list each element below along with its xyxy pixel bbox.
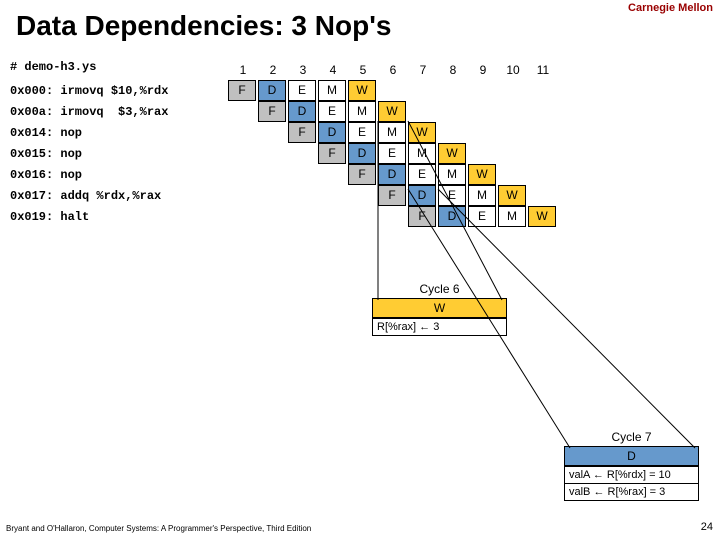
cycle-header: 11 — [528, 60, 558, 80]
stage-M: M — [408, 143, 436, 164]
stage-M: M — [498, 206, 526, 227]
stage-D: D — [258, 80, 286, 101]
instruction-label: 0x017: addq %rdx,%rax — [10, 185, 228, 206]
stage-F: F — [348, 164, 376, 185]
cycle-header: 3 — [288, 60, 318, 80]
stage-D: D — [438, 206, 466, 227]
instruction-label: 0x014: nop — [10, 122, 228, 143]
cycle-header: 10 — [498, 60, 528, 80]
cycle-header: 4 — [318, 60, 348, 80]
stage-F: F — [258, 101, 286, 122]
stage-M: M — [318, 80, 346, 101]
cycle6-label: Cycle 6 — [372, 280, 507, 298]
stage-W: W — [498, 185, 526, 206]
cycle6-stage: W — [372, 298, 507, 318]
stage-W: W — [378, 101, 406, 122]
stage-D: D — [348, 143, 376, 164]
instruction-label: 0x019: halt — [10, 206, 228, 227]
cycle7-detail2: valB ← R[%rax] = 3 — [564, 484, 699, 501]
stage-E: E — [348, 122, 376, 143]
stage-F: F — [318, 143, 346, 164]
demo-header: # demo-h3.ys — [10, 60, 228, 80]
stage-W: W — [528, 206, 556, 227]
stage-F: F — [228, 80, 256, 101]
stage-M: M — [348, 101, 376, 122]
stage-W: W — [468, 164, 496, 185]
stage-D: D — [378, 164, 406, 185]
pipeline-diagram: # demo-h3.ys1234567891011 0x000: irmovq $… — [10, 60, 558, 227]
page-number: 24 — [701, 521, 713, 533]
cycle-header: 1 — [228, 60, 258, 80]
stage-E: E — [378, 143, 406, 164]
stage-E: E — [288, 80, 316, 101]
stage-E: E — [408, 164, 436, 185]
stage-F: F — [288, 122, 316, 143]
stage-F: F — [378, 185, 406, 206]
cycle-header: 8 — [438, 60, 468, 80]
cycle-header: 7 — [408, 60, 438, 80]
stage-M: M — [378, 122, 406, 143]
pipeline-table: # demo-h3.ys1234567891011 0x000: irmovq $… — [10, 60, 558, 227]
stage-E: E — [468, 206, 496, 227]
cycle6-detail: R[%rax] ← 3 — [372, 318, 507, 336]
stage-E: E — [438, 185, 466, 206]
instruction-label: 0x015: nop — [10, 143, 228, 164]
stage-M: M — [468, 185, 496, 206]
instruction-label: 0x016: nop — [10, 164, 228, 185]
stage-W: W — [408, 122, 436, 143]
stage-W: W — [348, 80, 376, 101]
cycle7-callout: Cycle 7 D valA ← R[%rdx] = 10 valB ← R[%… — [564, 428, 699, 501]
cycle-header: 5 — [348, 60, 378, 80]
stage-D: D — [288, 101, 316, 122]
stage-F: F — [408, 206, 436, 227]
page-title: Data Dependencies: 3 Nop's — [16, 10, 391, 42]
cycle7-stage: D — [564, 446, 699, 466]
cycle-header: 9 — [468, 60, 498, 80]
cycle-header: 6 — [378, 60, 408, 80]
cycle6-callout: Cycle 6 W R[%rax] ← 3 — [372, 280, 507, 336]
stage-E: E — [318, 101, 346, 122]
stage-D: D — [408, 185, 436, 206]
instruction-label: 0x00a: irmovq $3,%rax — [10, 101, 228, 122]
stage-D: D — [318, 122, 346, 143]
stage-M: M — [438, 164, 466, 185]
cycle7-detail1: valA ← R[%rdx] = 10 — [564, 466, 699, 484]
cycle7-label: Cycle 7 — [564, 428, 699, 446]
cycle-header: 2 — [258, 60, 288, 80]
brand-label: Carnegie Mellon — [628, 2, 713, 14]
stage-W: W — [438, 143, 466, 164]
footer-citation: Bryant and O'Hallaron, Computer Systems:… — [6, 524, 311, 533]
instruction-label: 0x000: irmovq $10,%rdx — [10, 80, 228, 101]
